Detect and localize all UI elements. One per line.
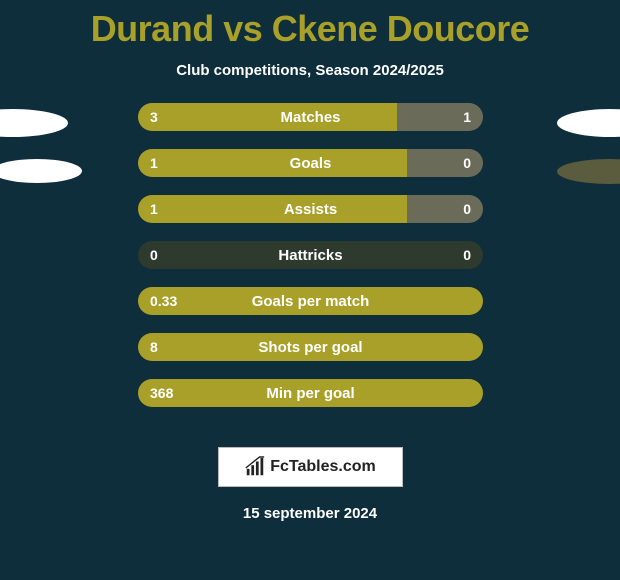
stat-bar: 1Goals0 [138,149,483,177]
decor-oval-left-bottom [0,159,82,183]
stat-bar: 1Assists0 [138,195,483,223]
stat-value-right: 0 [463,195,471,223]
brand-label: FcTables.com [270,458,376,476]
subtitle: Club competitions, Season 2024/2025 [0,62,620,79]
stat-name: Hattricks [138,241,483,269]
stat-bar: 0Hattricks0 [138,241,483,269]
stat-name: Assists [138,195,483,223]
decor-oval-right-bottom [557,159,620,184]
comparison-content: 3Matches11Goals01Assists00Hattricks00.33… [0,103,620,423]
page-title: Durand vs Ckene Doucore [0,0,620,50]
stat-name: Matches [138,103,483,131]
stat-name: Goals per match [138,287,483,315]
brand-box[interactable]: FcTables.com [218,447,403,487]
stat-name: Min per goal [138,379,483,407]
stat-value-right: 0 [463,241,471,269]
stat-bar: 3Matches1 [138,103,483,131]
stat-name: Shots per goal [138,333,483,361]
stat-name: Goals [138,149,483,177]
stat-value-right: 0 [463,149,471,177]
stat-bar: 368Min per goal [138,379,483,407]
decor-oval-right-top [557,109,620,137]
stat-bar: 0.33Goals per match [138,287,483,315]
decor-oval-left-top [0,109,68,137]
stat-bar: 8Shots per goal [138,333,483,361]
stat-bars: 3Matches11Goals01Assists00Hattricks00.33… [138,103,483,407]
stat-value-right: 1 [463,103,471,131]
chart-icon [244,456,266,478]
date-label: 15 september 2024 [0,505,620,522]
